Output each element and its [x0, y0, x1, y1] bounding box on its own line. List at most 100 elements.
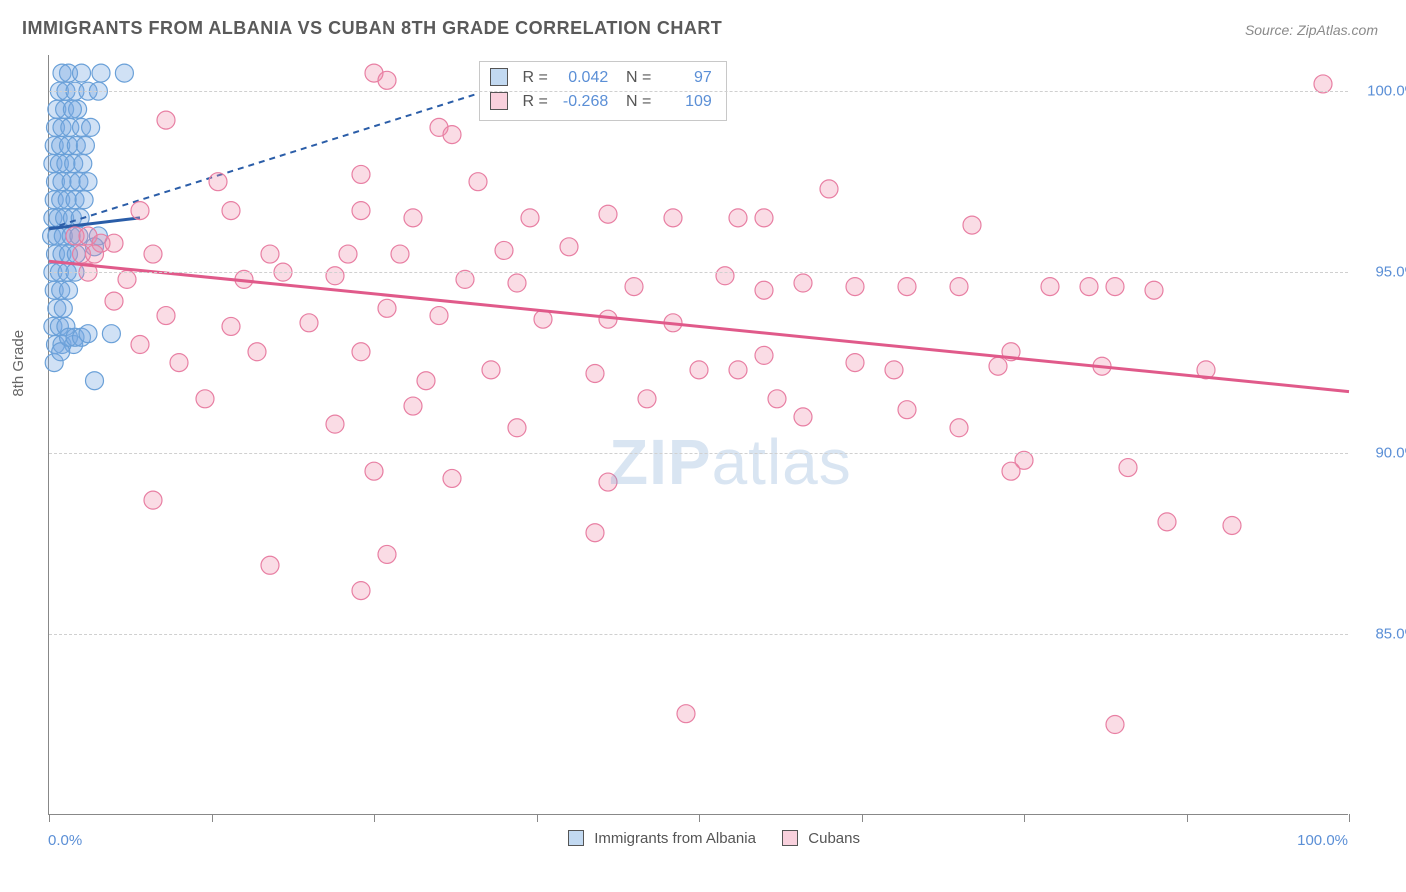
x-tick: [374, 814, 375, 822]
scatter-point: [352, 202, 370, 220]
scatter-point: [131, 202, 149, 220]
scatter-point: [115, 64, 133, 82]
scatter-point: [222, 317, 240, 335]
scatter-point: [170, 354, 188, 372]
grid-line: [49, 453, 1348, 454]
scatter-point: [60, 281, 78, 299]
trend-line: [49, 73, 543, 229]
scatter-point: [508, 419, 526, 437]
scatter-point: [638, 390, 656, 408]
scatter-point: [1158, 513, 1176, 531]
x-tick: [1349, 814, 1350, 822]
scatter-point: [495, 241, 513, 259]
scatter-point: [1223, 516, 1241, 534]
scatter-point: [378, 71, 396, 89]
n-value-series2: 109: [656, 90, 712, 114]
scatter-point: [300, 314, 318, 332]
scatter-point: [157, 307, 175, 325]
n-label: N =: [626, 93, 651, 110]
scatter-point: [86, 245, 104, 263]
scatter-point: [768, 390, 786, 408]
scatter-point: [131, 336, 149, 354]
scatter-point: [950, 278, 968, 296]
swatch-blue-icon: [490, 68, 508, 86]
scatter-point: [1106, 716, 1124, 734]
scatter-point: [794, 274, 812, 292]
scatter-point: [1119, 459, 1137, 477]
scatter-point: [755, 281, 773, 299]
scatter-point: [482, 361, 500, 379]
scatter-point: [92, 64, 110, 82]
grid-line: [49, 634, 1348, 635]
scatter-point: [391, 245, 409, 263]
scatter-point: [755, 209, 773, 227]
scatter-point: [326, 267, 344, 285]
scatter-point: [378, 545, 396, 563]
legend-swatch-blue-icon: [568, 830, 584, 846]
y-axis-title: 8th Grade: [10, 330, 27, 397]
n-value-series1: 97: [656, 66, 712, 90]
stats-row-series1: R = 0.042 N = 97: [490, 66, 712, 90]
y-tick-label: 90.0%: [1358, 445, 1406, 462]
x-tick: [537, 814, 538, 822]
scatter-point: [76, 136, 94, 154]
scatter-point: [521, 209, 539, 227]
scatter-point: [86, 372, 104, 390]
chart-title: IMMIGRANTS FROM ALBANIA VS CUBAN 8TH GRA…: [22, 18, 722, 39]
scatter-point: [54, 299, 72, 317]
scatter-point: [1041, 278, 1059, 296]
scatter-point: [352, 165, 370, 183]
scatter-point: [846, 354, 864, 372]
scatter-point: [755, 346, 773, 364]
scatter-point: [352, 582, 370, 600]
scatter-point: [105, 234, 123, 252]
scatter-point: [261, 556, 279, 574]
scatter-point: [1002, 462, 1020, 480]
scatter-point: [898, 401, 916, 419]
scatter-point: [599, 473, 617, 491]
scatter-point: [794, 408, 812, 426]
x-tick: [49, 814, 50, 822]
scatter-point: [1106, 278, 1124, 296]
scatter-point: [222, 202, 240, 220]
legend-label-series1: Immigrants from Albania: [594, 830, 756, 847]
scatter-point: [157, 111, 175, 129]
scatter-point: [82, 118, 100, 136]
scatter-point: [261, 245, 279, 263]
scatter-point: [378, 299, 396, 317]
scatter-point: [560, 238, 578, 256]
scatter-point: [430, 307, 448, 325]
scatter-point: [404, 209, 422, 227]
scatter-point: [1080, 278, 1098, 296]
r-value-series2: -0.268: [552, 90, 608, 114]
x-tick: [862, 814, 863, 822]
grid-line: [49, 91, 1348, 92]
scatter-point: [469, 173, 487, 191]
scatter-point: [664, 209, 682, 227]
scatter-point: [79, 325, 97, 343]
grid-line: [49, 272, 1348, 273]
scatter-point: [144, 491, 162, 509]
scatter-point: [885, 361, 903, 379]
scatter-point: [365, 462, 383, 480]
r-value-series1: 0.042: [552, 66, 608, 90]
scatter-point: [248, 343, 266, 361]
scatter-point: [443, 126, 461, 144]
scatter-point: [79, 173, 97, 191]
scatter-point: [1145, 281, 1163, 299]
scatter-point: [352, 343, 370, 361]
scatter-point: [63, 100, 81, 118]
r-label: R =: [522, 93, 547, 110]
scatter-point: [102, 325, 120, 343]
scatter-point: [690, 361, 708, 379]
scatter-point: [73, 64, 91, 82]
y-tick-label: 85.0%: [1358, 626, 1406, 643]
scatter-point: [443, 469, 461, 487]
x-tick: [1024, 814, 1025, 822]
scatter-point: [989, 357, 1007, 375]
chart-svg: [49, 55, 1348, 814]
scatter-point: [846, 278, 864, 296]
scatter-point: [74, 155, 92, 173]
scatter-point: [196, 390, 214, 408]
x-tick: [212, 814, 213, 822]
